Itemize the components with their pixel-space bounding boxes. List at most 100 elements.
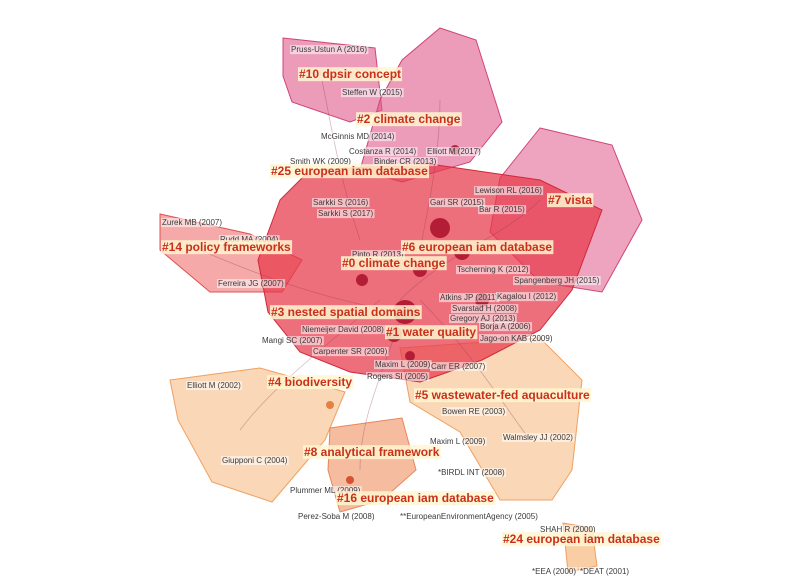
node-label-group: Mangi SC (2007)	[261, 336, 324, 346]
cluster-label: #1 water quality	[386, 325, 476, 339]
cluster-label: #8 analytical framework	[304, 445, 440, 459]
cluster-label: #3 nested spatial domains	[271, 305, 421, 319]
node-label-group: Binder CR (2013)	[373, 157, 438, 167]
node-label-background	[219, 235, 280, 245]
node-label-group: Maxim L (2009)	[429, 437, 487, 447]
node-label-group: Bowen RE (2003)	[441, 407, 507, 417]
cluster-label-background	[298, 67, 403, 82]
cluster-label-background	[267, 375, 354, 390]
node-label: Carpenter SR (2009)	[313, 347, 388, 356]
cluster-label-group: #25 european iam database	[270, 164, 430, 179]
node-label: Borja A (2006)	[480, 322, 531, 331]
node-label-background	[502, 433, 575, 443]
cluster-label-group: #8 analytical framework	[303, 445, 441, 460]
node-label-group: Steffen W (2015)	[341, 88, 404, 98]
cluster-label-group: #10 dpsir concept	[298, 67, 403, 82]
cluster-label: #2 climate change	[357, 112, 461, 126]
node-label-background	[289, 157, 353, 167]
node-label: *BIRDL INT (2008)	[438, 468, 505, 477]
cluster-label-group: #0 climate change	[341, 256, 447, 271]
node-label-background	[186, 381, 243, 391]
node-label: Maxim L (2009)	[375, 360, 431, 369]
node-label: Costanza R (2014)	[349, 147, 416, 156]
node-label: Kagalou I (2012)	[497, 292, 556, 301]
node-label-group: Giupponi C (2004)	[221, 456, 289, 466]
node-label: Pinto R (2013)	[352, 250, 404, 259]
link	[419, 299, 531, 441]
node-label: McGinnis MD (2014)	[321, 132, 395, 141]
node-label-group: Rudd MA (2004)	[219, 235, 280, 245]
node-label-background	[301, 325, 386, 335]
cluster-label-background	[303, 445, 441, 460]
node-label: Walmsley JJ (2002)	[503, 433, 573, 442]
node-label: Sarkki S (2017)	[318, 209, 373, 218]
cluster-label: #16 european iam database	[337, 491, 494, 505]
node-label-group: Pinto R (2013)	[351, 250, 405, 260]
node-label: Lewison RL (2016)	[475, 186, 542, 195]
cluster-label: #24 european iam database	[503, 532, 660, 546]
node-label: Perez-Soba M (2008)	[298, 512, 375, 521]
node-label: Elliott M (2002)	[187, 381, 241, 390]
node-label: Binder CR (2013)	[374, 157, 437, 166]
node-label: *EEA (2000)	[532, 567, 576, 576]
node-label-group: *DEAT (2001)	[579, 567, 631, 577]
node-label: Gari SR (2015)	[430, 198, 484, 207]
node-label-background	[474, 186, 544, 196]
node-label-background	[430, 362, 487, 372]
node-label: Pruss-Ustun A (2016)	[291, 45, 367, 54]
node-label-background	[348, 147, 418, 157]
node-label-group: Kagalou I (2012)	[496, 292, 558, 302]
node-label-group: Niemeijer David (2008)	[301, 325, 386, 335]
node-label-group: Sarkki S (2016)	[312, 198, 370, 208]
node-label-background	[439, 293, 500, 303]
node-label: Bowen RE (2003)	[442, 407, 505, 416]
node-label: Plummer ML (2009)	[290, 486, 361, 495]
node-label-group: Gregory AJ (2013)	[449, 314, 517, 324]
cluster-label-background	[356, 112, 462, 127]
cluster-label-background	[161, 240, 293, 255]
node-label: Steffen W (2015)	[342, 88, 403, 97]
node-label-background	[429, 198, 486, 208]
node-label-group: *EEA (2000)	[531, 567, 578, 577]
node-label-group: Carpenter SR (2009)	[312, 347, 389, 357]
node-label-group: Tscherning K (2012)	[456, 265, 530, 275]
node-label-background	[217, 279, 286, 289]
cluster-label-background	[336, 491, 496, 506]
node-label-group: Zurek MB (2007)	[161, 218, 224, 228]
node	[405, 351, 415, 361]
node-label-group: Sarkki S (2017)	[317, 209, 375, 219]
cluster-label: #6 european iam database	[402, 240, 552, 254]
node-label-background	[312, 198, 370, 208]
node-label-group: Walmsley JJ (2002)	[502, 433, 575, 443]
node-label-background	[312, 347, 389, 357]
node-label-background	[579, 567, 631, 577]
node	[430, 218, 450, 238]
node-label-background	[441, 407, 507, 417]
cluster-label-group: #7 vista	[547, 193, 594, 208]
node-label-group: Smith WK (2009)	[289, 157, 353, 167]
node-label: Carr ER (2007)	[431, 362, 486, 371]
node-label-background	[290, 45, 369, 55]
node-label: Spangenberg JH (2015)	[514, 276, 600, 285]
node-label-group: Atkins JP (2011)	[439, 293, 500, 303]
node-label-background	[531, 567, 578, 577]
node-label-group: Bar R (2015)	[478, 205, 527, 215]
cluster-label-background	[547, 193, 594, 208]
cluster-label: #7 vista	[548, 193, 592, 207]
hull	[399, 337, 583, 501]
node-label-background	[289, 486, 362, 496]
node-label: **EuropeanEnvironmentAgency (2005)	[400, 512, 538, 521]
node-label-group: Ferreira JG (2007)	[217, 279, 286, 289]
node-label-background	[373, 157, 438, 167]
node-label: Rogers SI (2005)	[367, 372, 428, 381]
cluster-label: #10 dpsir concept	[299, 67, 401, 81]
node-label-group: SHAH R (2000)	[539, 525, 597, 535]
node-label-background	[341, 88, 404, 98]
node-label-group: **EuropeanEnvironmentAgency (2005)	[399, 512, 540, 522]
node-label: Smith WK (2009)	[290, 157, 351, 166]
node-label-group: Lewison RL (2016)	[474, 186, 544, 196]
node-label: Tscherning K (2012)	[457, 265, 529, 274]
cluster-label-group: #1 water quality	[385, 325, 478, 340]
cluster-label: #4 biodiversity	[268, 375, 352, 389]
node-label: Bar R (2015)	[479, 205, 525, 214]
